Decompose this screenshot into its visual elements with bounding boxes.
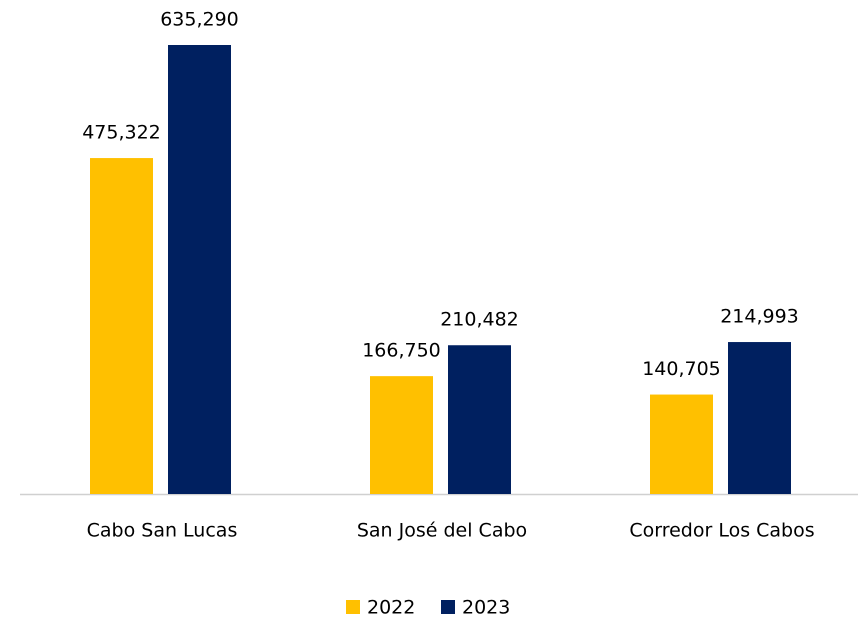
bar: [168, 45, 231, 494]
bar: [650, 394, 713, 494]
data-label: 166,750: [362, 340, 441, 362]
legend-swatch: [441, 600, 455, 614]
bar: [90, 158, 153, 494]
bar: [370, 376, 433, 494]
legend-swatch: [346, 600, 360, 614]
data-label: 214,993: [720, 306, 799, 328]
bar: [448, 345, 511, 494]
data-label: 475,322: [82, 122, 161, 144]
legend-label: 2023: [462, 597, 510, 618]
x-tick-label: Cabo San Lucas: [87, 520, 238, 542]
x-tick-label: Corredor Los Cabos: [629, 520, 814, 542]
data-label: 210,482: [440, 309, 519, 331]
bar: [728, 342, 791, 494]
data-label: 140,705: [642, 358, 721, 380]
data-label: 635,290: [160, 9, 239, 31]
x-tick-label: San José del Cabo: [357, 520, 527, 542]
legend-label: 2022: [367, 597, 415, 618]
